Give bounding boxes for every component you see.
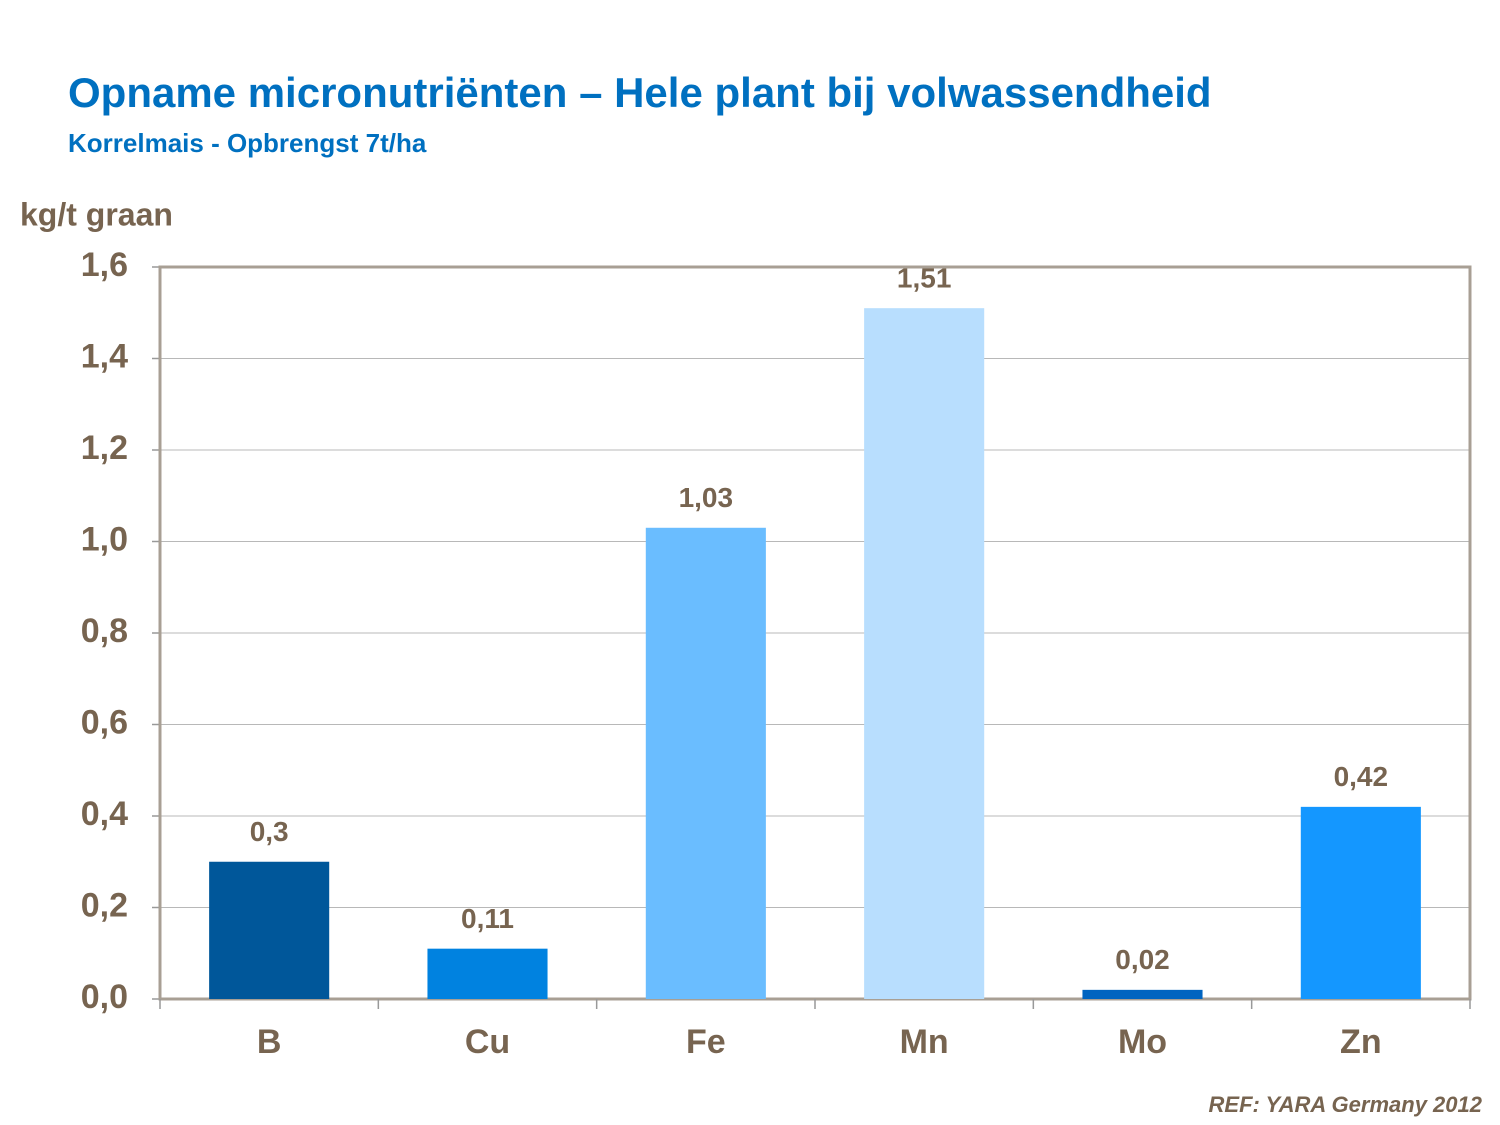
value-label: 0,02 [1115, 944, 1170, 975]
value-label: 1,51 [897, 263, 952, 294]
y-tick-label: 1,0 [81, 520, 128, 558]
chart-title: Opname micronutriënten – Hele plant bij … [68, 69, 1212, 116]
bar [645, 527, 766, 999]
y-tick-label: 0,6 [81, 703, 128, 741]
y-tick-label: 0,8 [81, 612, 128, 650]
value-label: 0,42 [1334, 761, 1389, 792]
x-tick-label: Zn [1340, 1023, 1382, 1061]
x-tick-label: Cu [465, 1023, 510, 1061]
value-label: 0,3 [250, 816, 289, 847]
y-tick-label: 0,2 [81, 886, 128, 924]
bar [209, 861, 330, 999]
bar [864, 308, 985, 999]
x-tick-label: Mo [1118, 1023, 1167, 1061]
bar [1300, 806, 1421, 999]
chart-subtitle: Korrelmais - Opbrengst 7t/ha [68, 128, 427, 158]
y-axis-label: kg/t graan [20, 196, 173, 232]
bar [1082, 989, 1203, 999]
y-tick-label: 0,4 [81, 795, 128, 833]
bar [427, 948, 548, 999]
y-tick-label: 1,2 [81, 429, 128, 467]
y-tick-label: 0,0 [81, 978, 128, 1016]
source-note: REF: YARA Germany 2012 [1209, 1092, 1483, 1117]
y-tick-label: 1,6 [81, 246, 128, 284]
x-tick-label: Mn [900, 1023, 949, 1061]
y-tick-label: 1,4 [81, 337, 128, 375]
x-tick-label: B [257, 1023, 282, 1061]
value-label: 0,11 [461, 903, 514, 934]
value-label: 1,03 [679, 482, 734, 513]
x-tick-label: Fe [686, 1023, 726, 1061]
